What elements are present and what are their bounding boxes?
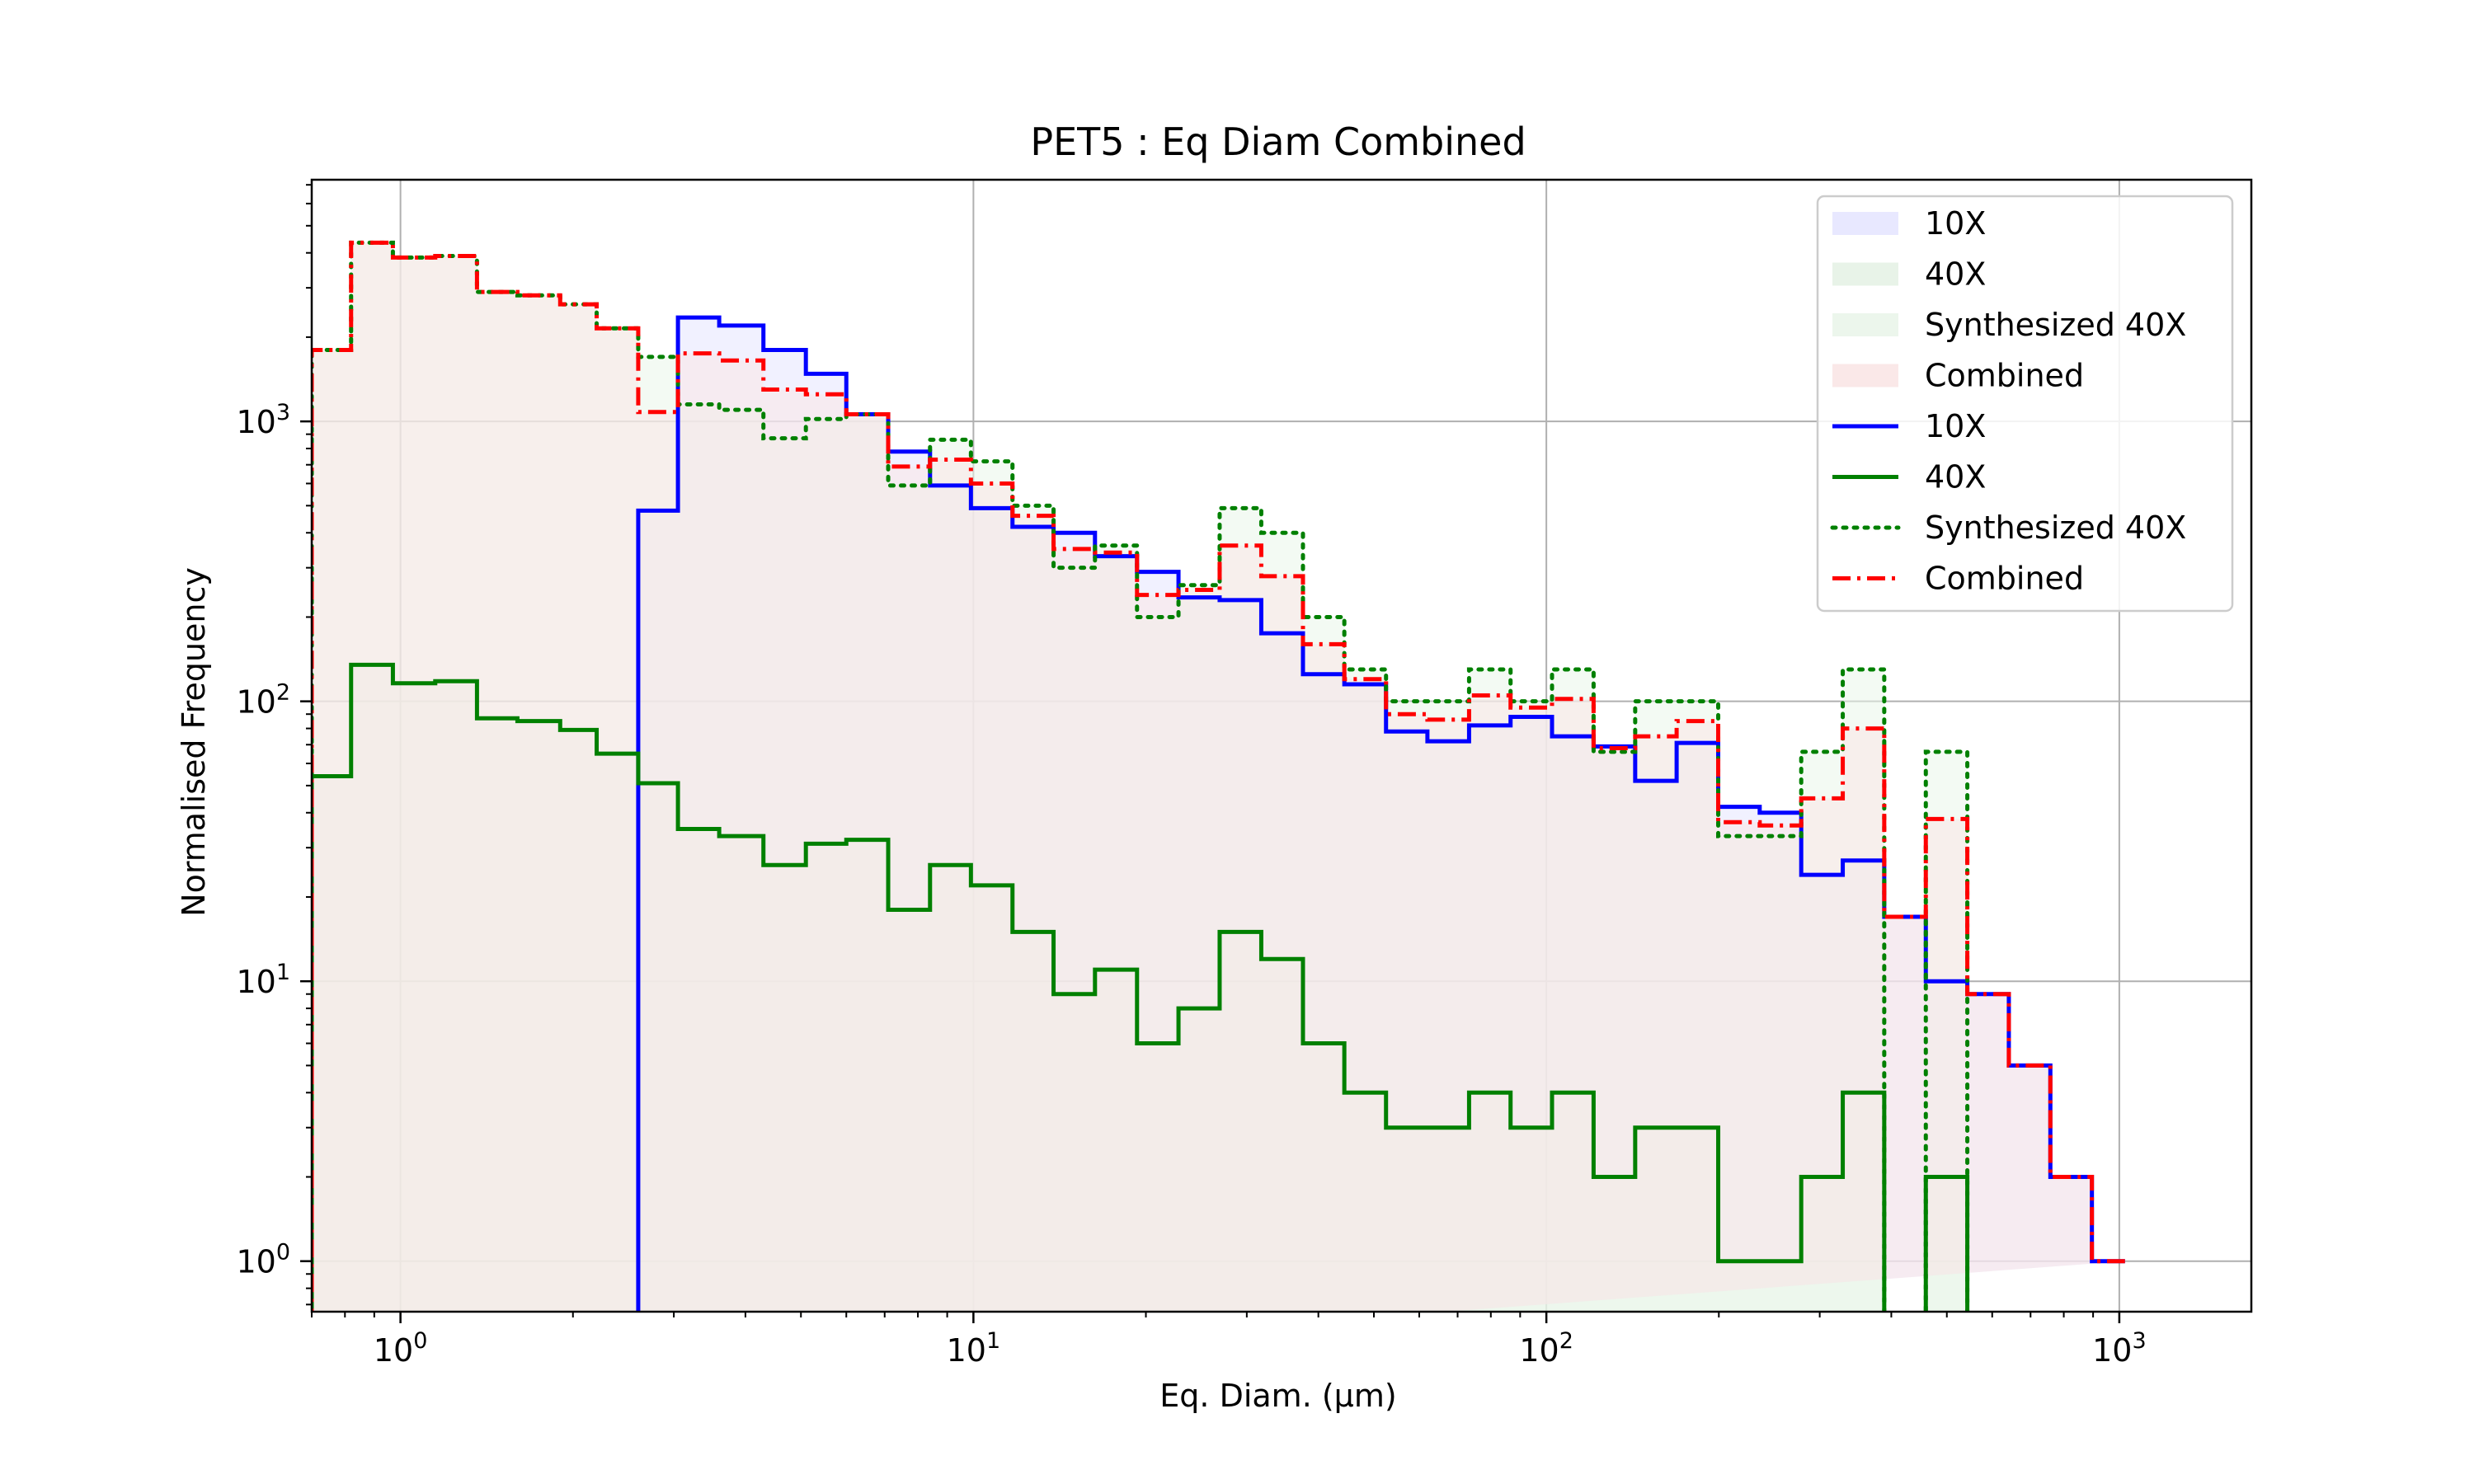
y-tick-label: 102 (236, 680, 290, 721)
histogram-fill-combined (312, 242, 2125, 1312)
tick-exponent: 0 (413, 1328, 427, 1354)
plot-clip-group (312, 240, 2125, 1312)
tick-exponent: 0 (276, 1240, 290, 1266)
legend-label: Synthesized 40X (1925, 307, 2186, 343)
legend-item: Synthesized 40X (1830, 510, 2186, 546)
legend-label: Combined (1925, 561, 2084, 597)
legend-patch-swatch (1832, 212, 1898, 235)
y-tick-label: 100 (236, 1240, 290, 1280)
legend: 10X 40X Synthesized 40X Combined 10X 40X Synth… (1816, 195, 2234, 613)
legend-item: 40X (1832, 256, 1986, 293)
tick-base: 10 (1519, 1332, 1559, 1369)
legend-item: Combined (1832, 561, 2084, 597)
x-tick-label: 102 (1519, 1328, 1573, 1369)
tick-base: 10 (236, 684, 275, 721)
tick-base: 10 (236, 404, 275, 440)
x-axis-title: Eq. Diam. (μm) (1159, 1378, 1396, 1414)
legend-item: Combined (1832, 358, 2084, 394)
legend-box (1816, 195, 2234, 613)
legend-label: 40X (1925, 256, 1986, 293)
tick-base: 10 (374, 1332, 413, 1369)
tick-exponent: 1 (986, 1328, 1000, 1354)
tick-exponent: 1 (276, 960, 290, 985)
legend-patch-swatch (1832, 364, 1898, 387)
tick-base: 10 (2092, 1332, 2132, 1369)
histogram-step-combined (312, 240, 2125, 1312)
x-tick-label: 103 (2092, 1328, 2147, 1369)
legend-label: 10X (1925, 408, 1986, 444)
y-axis-title: Normalised Frequency (176, 567, 212, 917)
y-tick-label: 103 (236, 400, 290, 440)
legend-label: Combined (1925, 358, 2084, 394)
axes-frame (310, 178, 2253, 1313)
legend-label: 10X (1925, 205, 1986, 242)
legend-item: Synthesized 40X (1832, 307, 2186, 343)
legend-item: 10X (1832, 205, 1986, 242)
legend-label: Synthesized 40X (1925, 510, 2186, 546)
chart-title: PET5 : Eq Diam Combined (1030, 120, 1526, 164)
legend-patch-swatch (1832, 262, 1898, 286)
tick-exponent: 2 (276, 680, 290, 706)
histogram-step-10x (636, 315, 2125, 1312)
plot-area (312, 240, 2125, 1312)
tick-base: 10 (236, 1244, 275, 1280)
x-tick-label: 101 (947, 1328, 1001, 1369)
tick-exponent: 3 (276, 400, 290, 425)
x-tick-label: 100 (374, 1328, 428, 1369)
y-tick-label: 101 (236, 960, 290, 1000)
legend-label: 40X (1925, 459, 1986, 495)
histogram-step-40x (312, 662, 1970, 1312)
legend-patch-swatch (1832, 313, 1898, 336)
legend-item: 10X (1832, 408, 1986, 444)
tick-base: 10 (236, 964, 275, 1000)
tick-exponent: 3 (2132, 1328, 2146, 1354)
tick-base: 10 (947, 1332, 986, 1369)
legend-item: 40X (1832, 459, 1986, 495)
tick-exponent: 2 (1559, 1328, 1573, 1354)
